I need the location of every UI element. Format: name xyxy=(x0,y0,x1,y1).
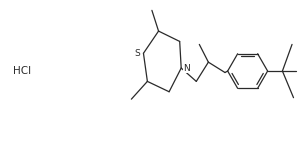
Text: HCl: HCl xyxy=(13,66,31,76)
Text: S: S xyxy=(134,49,140,58)
Text: N: N xyxy=(183,64,190,73)
